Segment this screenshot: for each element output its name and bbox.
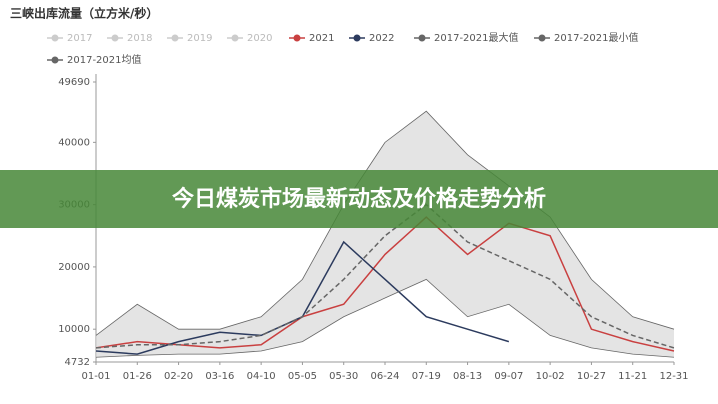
legend-label: 2017-2021最大值 <box>434 31 519 44</box>
legend-item: 2020 <box>227 33 272 44</box>
legend-swatch-dot <box>111 34 119 42</box>
legend-swatch-dot <box>51 56 59 64</box>
x-tick-label: 09-07 <box>494 371 523 382</box>
banner-strip <box>0 170 718 228</box>
y-tick-label: 20000 <box>58 262 90 273</box>
x-tick-label: 10-27 <box>577 371 606 382</box>
legend-swatch-dot <box>538 34 546 42</box>
legend-label: 2019 <box>187 33 212 44</box>
legend-item: 2018 <box>107 33 152 44</box>
legend-swatch-dot <box>231 34 239 42</box>
series-line <box>95 216 675 352</box>
x-tick-label: 12-31 <box>659 371 688 382</box>
series-line <box>95 278 675 358</box>
x-tick-label: 07-19 <box>412 371 441 382</box>
y-tick-label: 49690 <box>58 77 90 88</box>
legend-label: 2020 <box>247 33 272 44</box>
legend-label: 2017-2021均值 <box>67 53 142 66</box>
legend-swatch-dot <box>353 34 361 42</box>
x-tick-label: 01-01 <box>81 371 110 382</box>
legend-label: 2018 <box>127 33 152 44</box>
legend-swatch-dot <box>418 34 426 42</box>
legend-label: 2017-2021最小值 <box>554 31 639 44</box>
x-tick-label: 08-13 <box>453 371 482 382</box>
legend-label: 2017 <box>67 33 92 44</box>
legend-label: 2022 <box>369 33 394 44</box>
banner-text: 今日煤炭市场最新动态及价格走势分析 <box>172 186 546 212</box>
legend-swatch-dot <box>293 34 301 42</box>
y-tick-label: 4732 <box>65 357 90 368</box>
x-tick-label: 04-10 <box>247 371 276 382</box>
legend-item: 2017-2021均值 <box>47 53 142 66</box>
x-tick-label: 10-02 <box>536 371 565 382</box>
x-tick-label: 02-20 <box>164 371 193 382</box>
range-band <box>96 111 674 358</box>
legend-item: 2017-2021最大值 <box>414 31 519 44</box>
y-tick-label: 10000 <box>58 324 90 335</box>
legend-item: 2017-2021最小值 <box>534 31 639 44</box>
x-tick-label: 01-26 <box>123 371 152 382</box>
legend-swatch-dot <box>51 34 59 42</box>
series-line <box>95 110 675 336</box>
x-tick-label: 11-21 <box>618 371 647 382</box>
legend-item: 2017 <box>47 33 92 44</box>
legend-item: 2022 <box>349 33 394 44</box>
x-tick-label: 05-05 <box>288 371 317 382</box>
x-tick-label: 05-30 <box>329 371 358 382</box>
legend-item: 2019 <box>167 33 212 44</box>
chart-title: 三峡出库流量（立方米/秒） <box>10 6 158 21</box>
series-line <box>95 203 675 349</box>
legend-label: 2021 <box>309 33 334 44</box>
x-tick-label: 03-16 <box>205 371 234 382</box>
legend-item: 2021 <box>289 33 334 44</box>
y-tick-label: 40000 <box>58 137 90 148</box>
legend-swatch-dot <box>171 34 179 42</box>
x-tick-label: 06-24 <box>370 371 399 382</box>
